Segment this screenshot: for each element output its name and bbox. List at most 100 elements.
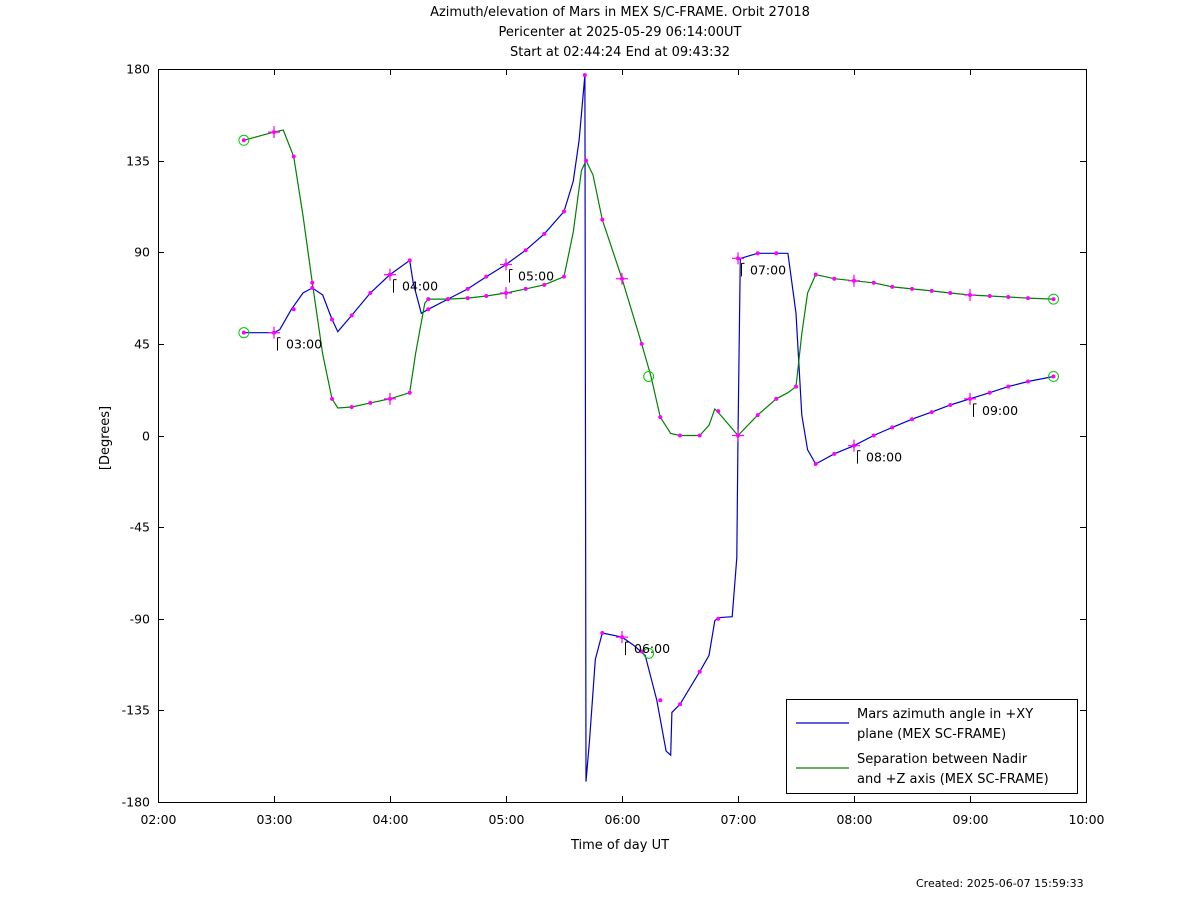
data-point-series-1 [562,209,566,214]
hour-cross-marker [848,439,860,452]
x-tick-label: 04:00 [372,812,408,827]
hour-cross-marker [964,289,976,302]
annotation-label: 03:00 [286,337,322,352]
data-point-series-2 [813,272,818,277]
hour-cross-marker [616,272,628,285]
data-point-series-1 [658,698,663,703]
legend-entry-2: Separation between Nadir and +Z axis (MEX… [796,752,1049,787]
data-point-series-1 [929,410,934,415]
series-line-1 [243,75,1054,782]
y-tick-label: 135 [126,154,150,169]
data-point-series-2 [948,290,953,295]
time-annotation: 06:00 [625,641,670,656]
x-tick-label: 02:00 [140,812,176,827]
data-point-series-2 [330,396,334,401]
data-point-series-1 [349,313,354,318]
data-point-series-1 [465,286,470,291]
event-circle-marker [1048,370,1060,382]
y-tick-label: 0 [142,429,150,444]
hour-cross-marker [500,286,512,299]
hour-cross-marker [500,258,512,271]
annotation-label: 09:00 [982,403,1018,418]
y-tick-label: 90 [134,245,150,260]
data-point-series-1 [697,669,702,674]
hour-cross-marker [384,268,396,281]
data-point-series-1 [716,616,721,621]
data-point-series-1 [407,258,412,263]
series-markers [238,73,1060,707]
y-tick-label: 45 [134,337,150,352]
data-point-series-2 [987,294,992,299]
data-point-series-2 [1026,296,1030,301]
data-point-series-2 [697,433,702,438]
data-point-series-1 [1051,374,1056,379]
data-point-series-1 [678,702,682,707]
time-annotation: 05:00 [509,268,554,283]
hour-cross-marker [268,126,280,139]
data-point-series-2 [678,433,682,438]
data-point-series-2 [523,286,528,291]
data-point-series-1 [1026,379,1030,384]
data-point-series-2 [600,217,605,222]
x-tick-label: 10:00 [1068,812,1104,827]
data-point-series-2 [368,400,373,405]
series-lines [243,75,1054,782]
y-tick-label: -180 [122,795,150,810]
data-point-series-1 [484,274,489,279]
data-point-series-2 [407,390,412,395]
hour-cross-marker [848,274,860,287]
y-tick-label: -90 [130,612,150,627]
legend-box [786,699,1078,794]
legend: Mars azimuth angle in +XY plane (MEX SC-F… [786,699,1078,794]
data-point-series-2 [832,276,837,281]
data-point-series-2 [794,384,798,389]
event-circle-marker [238,327,250,339]
legend-label: Mars azimuth angle in +XY [857,707,1033,722]
chart-title-line-1: Azimuth/elevation of Mars in MEX S/C-FRA… [430,5,810,20]
y-tick-label: 180 [126,62,150,77]
data-point-series-1 [774,251,779,256]
data-point-series-1 [987,390,992,395]
data-point-series-2 [871,280,876,285]
hour-cross-marker [616,631,628,644]
event-circle-marker [643,647,655,659]
data-point-series-1 [639,649,644,654]
data-point-series-1 [330,317,334,322]
time-annotation: 04:00 [393,279,438,294]
data-point-series-2 [584,158,589,163]
data-point-series-2 [774,396,779,401]
data-point-series-1 [948,402,953,407]
data-point-series-2 [639,341,644,346]
y-axis-label: [Degrees] [98,406,113,470]
time-annotations: 03:00 04:00 05:00 06:00 07:00 08:00 09:00 [277,262,1018,656]
data-point-series-2 [890,284,895,289]
x-tick-label: 07:00 [720,812,756,827]
event-circle-marker [643,370,655,382]
data-point-series-1 [755,251,760,256]
chart-title-line-3: Start at 02:44:24 End at 09:43:32 [509,45,731,60]
x-tick-label: 09:00 [952,812,988,827]
data-point-series-2 [658,415,663,420]
data-point-series-1 [890,425,895,430]
data-point-series-1 [600,631,605,636]
data-point-series-1 [426,307,431,312]
data-point-series-2 [446,297,450,302]
data-point-series-1 [910,417,914,422]
data-point-series-2 [1006,295,1011,300]
data-point-series-2 [1051,297,1056,302]
data-point-series-1 [542,231,547,236]
x-tick-label: 05:00 [488,812,524,827]
time-annotation: 08:00 [857,450,902,465]
legend-entry-1: Mars azimuth angle in +XY plane (MEX SC-F… [796,707,1033,742]
data-point-series-1 [871,433,876,438]
data-point-series-2 [349,404,354,409]
x-tick-label: 08:00 [836,812,872,827]
legend-label: plane (MEX SC-FRAME) [857,727,1006,742]
time-annotation: 07:00 [741,262,786,277]
data-point-series-1 [291,307,296,312]
time-annotation: 03:00 [277,337,322,352]
data-point-series-1 [368,290,373,295]
data-point-series-2 [426,297,431,302]
data-point-series-2 [542,282,547,287]
data-point-series-1 [310,285,315,290]
